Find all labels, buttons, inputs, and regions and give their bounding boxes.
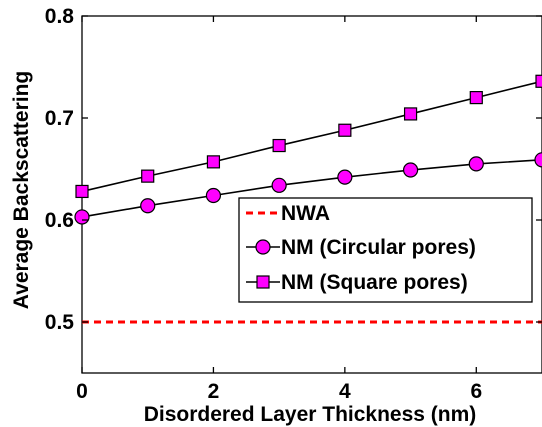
series-nm-square-pores	[75, 74, 542, 199]
data-point	[206, 155, 221, 169]
legend: NWA NM (Circular pores) NM (Square pores)	[238, 197, 533, 303]
x-tick-label: 2	[208, 380, 220, 403]
data-point	[338, 123, 352, 137]
x-axis-label: Disordered Layer Thickness (nm)	[144, 403, 477, 426]
x-tick-label: 6	[470, 380, 482, 403]
data-point	[271, 177, 287, 193]
y-axis-label: Average Backscattering	[10, 71, 33, 310]
legend-marker	[255, 239, 271, 255]
y-tick-label: 0.6	[45, 209, 74, 232]
plot-frame	[81, 15, 542, 374]
data-point	[272, 138, 286, 153]
data-point	[469, 90, 483, 105]
axes: 0 2 4 6 0.5 0.6 0.7 0.8	[45, 5, 542, 403]
chart-marks	[74, 74, 542, 324]
data-point	[140, 198, 156, 214]
plot-area	[81, 15, 542, 374]
y-tick-label: 0.8	[45, 5, 75, 28]
y-tick-label: 0.5	[45, 311, 75, 334]
data-point	[402, 162, 419, 178]
legend-label: NM (Square pores)	[281, 271, 468, 294]
series-line	[81, 159, 542, 218]
x-tick-label: 0	[76, 380, 88, 403]
data-point	[468, 156, 484, 172]
y-tick-label: 0.7	[45, 107, 74, 130]
data-point	[74, 209, 90, 225]
data-point	[205, 187, 222, 204]
data-point	[534, 152, 542, 168]
series-nm-circular-pores	[74, 152, 542, 225]
legend-box	[238, 197, 533, 303]
series-line	[81, 80, 542, 193]
legend-marker	[256, 275, 270, 289]
data-point	[403, 107, 418, 121]
data-point	[141, 169, 155, 183]
x-tick-label: 4	[339, 380, 351, 403]
data-point	[337, 169, 353, 185]
legend-label: NWA	[281, 202, 330, 225]
legend-label: NM (Circular pores)	[281, 236, 476, 259]
data-point	[535, 74, 542, 88]
data-point	[75, 184, 89, 199]
